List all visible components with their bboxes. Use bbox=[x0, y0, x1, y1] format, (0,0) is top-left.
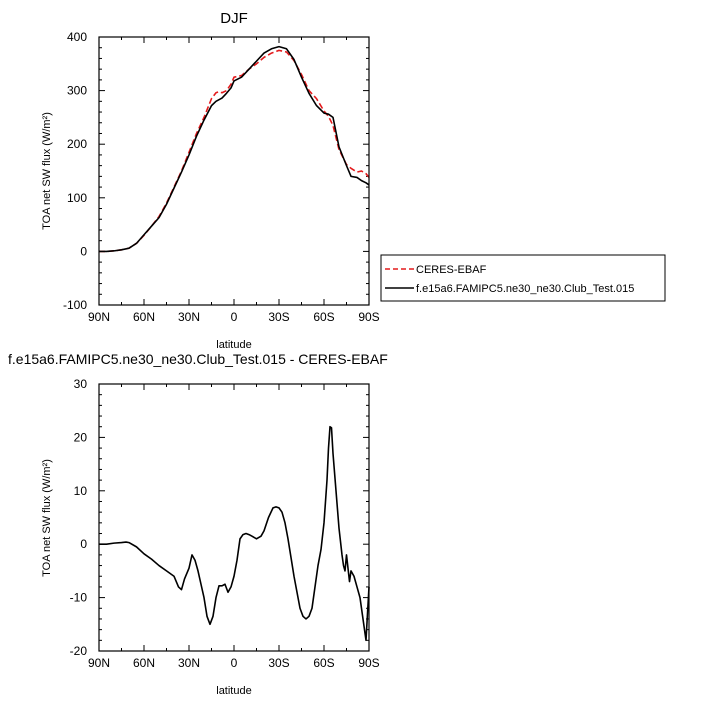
top-panel-y-tick-label: -100 bbox=[63, 298, 87, 312]
top-panel-series-group bbox=[99, 45, 370, 253]
bottom-panel-y-tick-label: -20 bbox=[70, 644, 88, 658]
bottom-panel-axes: 90N 60N 30N 0 30S 60S 90S -20 -10 0 10 20 30 bbox=[70, 377, 380, 670]
bottom-panel-x-tick-label: 60N bbox=[133, 656, 155, 670]
bottom-panel-series-group bbox=[99, 425, 370, 642]
top-panel-x-tick-label: 30S bbox=[268, 310, 289, 324]
top-panel-series-line-0 bbox=[99, 49, 370, 253]
bottom-panel-y-tick-label: 20 bbox=[74, 430, 88, 444]
top-panel-series-line-1 bbox=[99, 45, 370, 253]
legend-label-model: f.e15a6.FAMIPC5.ne30_ne30.Club_Test.015 bbox=[416, 283, 634, 295]
top-panel-x-tick-label: 90S bbox=[358, 310, 379, 324]
bottom-panel-title: f.e15a6.FAMIPC5.ne30_ne30.Club_Test.015 … bbox=[8, 351, 388, 367]
legend-label-ceres: CERES-EBAF bbox=[416, 264, 487, 276]
top-panel-x-tick-label: 60S bbox=[313, 310, 334, 324]
bottom-panel-x-tick-label: 90N bbox=[88, 656, 110, 670]
top-panel-title: DJF bbox=[220, 10, 248, 27]
bottom-panel-y-tick-label: 30 bbox=[74, 377, 88, 391]
bottom-panel-x-axis-label: latitude bbox=[216, 685, 251, 697]
top-panel-y-tick-label: 100 bbox=[67, 191, 87, 205]
bottom-panel-y-tick-label: 0 bbox=[80, 537, 87, 551]
bottom-panel-x-tick-label: 30S bbox=[268, 656, 289, 670]
legend: CERES-EBAF f.e15a6.FAMIPC5.ne30_ne30.Clu… bbox=[380, 254, 666, 302]
legend-box bbox=[380, 254, 666, 302]
top-panel-y-tick-label: 300 bbox=[67, 84, 87, 98]
top-panel-x-tick-label: 0 bbox=[231, 310, 238, 324]
bottom-panel-x-tick-label: 60S bbox=[313, 656, 334, 670]
bottom-panel-y-tick-label: 10 bbox=[74, 484, 88, 498]
top-panel-y-tick-label: 400 bbox=[67, 30, 87, 44]
bottom-panel: f.e15a6.FAMIPC5.ne30_ne30.Club_Test.015 … bbox=[8, 351, 388, 697]
bottom-panel-x-tick-label: 0 bbox=[231, 656, 238, 670]
top-panel-y-axis-label: TOA net SW flux (W/m²) bbox=[41, 112, 53, 230]
top-panel-x-tick-label: 90N bbox=[88, 310, 110, 324]
bottom-panel-x-tick-label: 90S bbox=[358, 656, 379, 670]
top-panel-x-tick-label: 60N bbox=[133, 310, 155, 324]
bottom-panel-y-tick-label: -10 bbox=[70, 591, 88, 605]
bottom-panel-y-axis-label: TOA net SW flux (W/m²) bbox=[41, 459, 53, 577]
top-panel-axes: 90N 60N 30N 0 30S 60S 90S -100 0 100 200 300 400 bbox=[63, 30, 380, 324]
top-panel-y-tick-label: 0 bbox=[80, 244, 87, 258]
top-panel: DJF 90N 60N 30N 0 30S 60S 90S -100 0 100 200 300 400… bbox=[41, 10, 380, 351]
top-panel-x-axis-label: latitude bbox=[216, 339, 251, 351]
top-panel-frame bbox=[98, 36, 370, 306]
bottom-panel-frame bbox=[98, 383, 370, 652]
top-panel-y-tick-label: 200 bbox=[67, 137, 87, 151]
bottom-panel-series-line-0 bbox=[99, 425, 370, 642]
top-panel-x-tick-label: 30N bbox=[178, 310, 200, 324]
bottom-panel-x-tick-label: 30N bbox=[178, 656, 200, 670]
